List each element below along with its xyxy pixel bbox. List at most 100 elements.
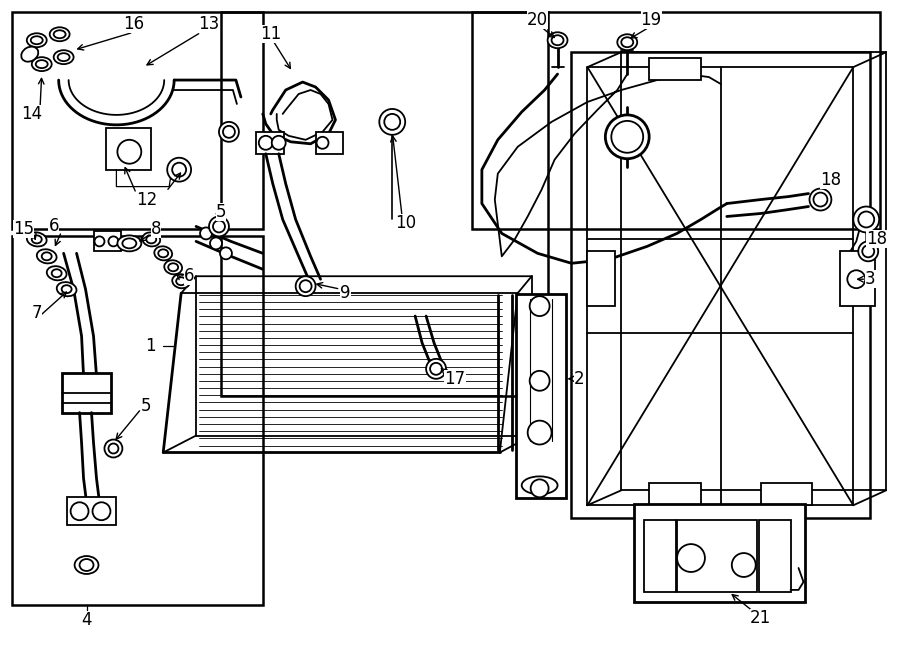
Circle shape: [531, 479, 549, 497]
Text: 11: 11: [260, 25, 282, 43]
Circle shape: [527, 420, 552, 444]
Circle shape: [530, 296, 550, 316]
Circle shape: [108, 444, 119, 453]
Text: 3: 3: [865, 270, 876, 288]
Bar: [12, 237, 263, 605]
Circle shape: [209, 217, 229, 237]
Text: 6: 6: [184, 267, 194, 286]
Circle shape: [847, 270, 865, 288]
Circle shape: [430, 363, 442, 375]
Ellipse shape: [117, 235, 141, 251]
Circle shape: [272, 136, 285, 150]
Ellipse shape: [168, 263, 178, 271]
Bar: [61, 373, 112, 412]
Ellipse shape: [75, 556, 98, 574]
Circle shape: [317, 137, 328, 149]
Ellipse shape: [58, 53, 69, 61]
Bar: [649, 483, 701, 505]
Ellipse shape: [32, 57, 51, 71]
Circle shape: [104, 440, 122, 457]
Ellipse shape: [27, 232, 47, 247]
Bar: [588, 251, 616, 306]
Text: 8: 8: [151, 220, 161, 239]
Ellipse shape: [142, 233, 160, 247]
Circle shape: [259, 136, 273, 150]
Bar: [516, 294, 565, 498]
Circle shape: [379, 109, 405, 135]
Circle shape: [70, 502, 88, 520]
Circle shape: [814, 192, 827, 206]
Bar: [221, 13, 547, 396]
Circle shape: [167, 158, 191, 182]
Ellipse shape: [172, 274, 190, 288]
Ellipse shape: [122, 239, 136, 249]
Ellipse shape: [158, 249, 168, 257]
Bar: [256, 132, 284, 154]
Ellipse shape: [54, 50, 74, 64]
Bar: [634, 504, 806, 602]
Ellipse shape: [61, 285, 72, 293]
Circle shape: [606, 115, 649, 159]
Circle shape: [384, 114, 400, 130]
Circle shape: [94, 237, 104, 247]
Circle shape: [862, 245, 874, 257]
Circle shape: [210, 237, 222, 249]
Circle shape: [172, 163, 186, 176]
Ellipse shape: [552, 35, 563, 45]
Circle shape: [93, 502, 111, 520]
Ellipse shape: [165, 260, 182, 274]
Text: 20: 20: [527, 11, 548, 29]
Ellipse shape: [57, 282, 76, 296]
Circle shape: [300, 280, 311, 292]
Ellipse shape: [27, 33, 47, 47]
Circle shape: [677, 544, 705, 572]
Circle shape: [809, 188, 832, 210]
Text: 21: 21: [750, 609, 771, 627]
Text: 16: 16: [122, 15, 144, 33]
Ellipse shape: [176, 277, 186, 285]
Text: 2: 2: [574, 369, 585, 388]
Text: 4: 4: [81, 611, 92, 629]
Ellipse shape: [32, 235, 41, 243]
Ellipse shape: [41, 253, 51, 260]
Bar: [760, 483, 813, 505]
Ellipse shape: [147, 235, 157, 243]
Text: 7: 7: [32, 304, 42, 322]
Ellipse shape: [47, 266, 67, 280]
Circle shape: [859, 212, 874, 227]
Circle shape: [853, 206, 879, 233]
Circle shape: [200, 227, 212, 239]
Ellipse shape: [621, 37, 634, 47]
Bar: [759, 520, 790, 592]
Circle shape: [220, 247, 232, 259]
Circle shape: [213, 221, 225, 233]
Circle shape: [219, 122, 238, 142]
Circle shape: [426, 359, 446, 379]
Ellipse shape: [54, 30, 66, 38]
Ellipse shape: [522, 477, 557, 494]
Bar: [12, 13, 263, 229]
Circle shape: [732, 553, 756, 577]
Text: 5: 5: [141, 397, 151, 414]
Text: 1: 1: [146, 337, 157, 355]
Ellipse shape: [22, 47, 39, 61]
Bar: [472, 13, 880, 229]
Circle shape: [296, 276, 316, 296]
Circle shape: [117, 140, 141, 164]
Circle shape: [108, 237, 119, 247]
Ellipse shape: [36, 60, 48, 68]
Text: 9: 9: [340, 284, 351, 302]
Text: 6: 6: [49, 217, 58, 235]
Bar: [841, 251, 875, 306]
Text: 14: 14: [22, 105, 42, 123]
Ellipse shape: [617, 34, 637, 50]
Bar: [67, 497, 116, 525]
Bar: [644, 520, 676, 592]
Bar: [649, 58, 701, 80]
Circle shape: [859, 241, 878, 261]
Ellipse shape: [51, 269, 61, 277]
Text: 12: 12: [136, 190, 157, 209]
Text: 18: 18: [820, 171, 841, 188]
Bar: [94, 231, 122, 251]
Text: 15: 15: [14, 220, 34, 239]
